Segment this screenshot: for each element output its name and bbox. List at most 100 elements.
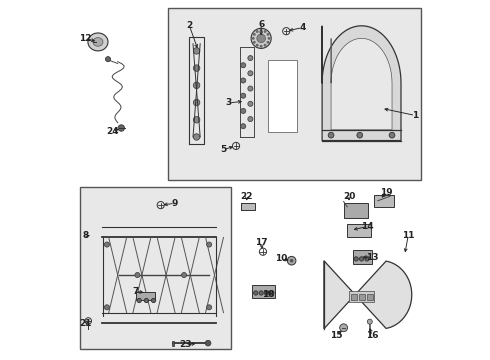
Text: 7: 7: [132, 287, 139, 296]
Polygon shape: [324, 261, 412, 329]
Circle shape: [151, 298, 156, 303]
Circle shape: [248, 86, 253, 91]
Text: 1: 1: [412, 111, 418, 120]
Polygon shape: [322, 26, 401, 140]
Circle shape: [241, 63, 245, 68]
Text: 24: 24: [106, 127, 119, 136]
Polygon shape: [88, 33, 108, 51]
Text: 16: 16: [366, 332, 379, 341]
Circle shape: [268, 37, 270, 40]
Text: 10: 10: [275, 255, 287, 264]
Text: 14: 14: [361, 222, 373, 231]
Circle shape: [252, 37, 255, 40]
Circle shape: [256, 30, 259, 33]
Text: 3: 3: [226, 98, 232, 107]
Circle shape: [205, 340, 211, 346]
Text: 5: 5: [220, 145, 226, 154]
Circle shape: [105, 57, 111, 62]
Text: 6: 6: [258, 19, 264, 28]
Bar: [347, 224, 370, 237]
Circle shape: [207, 242, 212, 247]
Bar: [242, 203, 255, 211]
Bar: [136, 292, 155, 300]
Text: 12: 12: [79, 34, 92, 43]
Circle shape: [207, 305, 212, 310]
Bar: [343, 203, 368, 218]
Circle shape: [368, 319, 372, 324]
Circle shape: [264, 44, 267, 46]
Polygon shape: [93, 38, 103, 46]
Text: 8: 8: [82, 231, 89, 240]
Circle shape: [241, 108, 245, 113]
Bar: [80, 187, 231, 348]
Circle shape: [194, 117, 200, 123]
Circle shape: [389, 132, 395, 138]
Circle shape: [104, 305, 109, 310]
Circle shape: [194, 82, 200, 89]
Circle shape: [264, 30, 267, 33]
Text: 2: 2: [186, 21, 193, 30]
Circle shape: [257, 34, 266, 42]
Circle shape: [328, 132, 334, 138]
Text: 18: 18: [262, 290, 274, 299]
Text: 17: 17: [255, 238, 268, 247]
Circle shape: [267, 41, 270, 44]
Circle shape: [241, 78, 245, 83]
Circle shape: [260, 29, 263, 32]
Circle shape: [118, 125, 124, 131]
Circle shape: [265, 291, 269, 295]
Circle shape: [287, 256, 296, 265]
Polygon shape: [331, 39, 392, 130]
Circle shape: [194, 48, 200, 54]
Circle shape: [194, 99, 200, 106]
Text: 13: 13: [366, 253, 379, 262]
Text: 4: 4: [299, 23, 306, 32]
Text: 23: 23: [179, 341, 192, 350]
Circle shape: [194, 65, 200, 71]
Circle shape: [270, 291, 274, 295]
Circle shape: [248, 117, 253, 122]
Bar: [172, 341, 173, 346]
Circle shape: [254, 291, 258, 295]
Circle shape: [181, 273, 187, 278]
Circle shape: [290, 259, 294, 262]
Circle shape: [259, 291, 263, 295]
Circle shape: [144, 298, 148, 303]
Bar: [353, 250, 372, 264]
Bar: [359, 294, 365, 301]
Circle shape: [253, 33, 256, 36]
Circle shape: [340, 324, 347, 332]
Circle shape: [248, 101, 253, 106]
Text: 11: 11: [402, 231, 415, 240]
Circle shape: [194, 134, 200, 140]
Circle shape: [354, 257, 358, 261]
Bar: [168, 8, 421, 180]
Text: 22: 22: [241, 192, 253, 201]
Circle shape: [135, 273, 140, 278]
Circle shape: [251, 28, 271, 48]
Text: 21: 21: [79, 319, 92, 328]
Circle shape: [104, 242, 109, 247]
Bar: [252, 285, 275, 298]
Circle shape: [241, 124, 245, 129]
Bar: [269, 60, 297, 132]
Bar: [374, 195, 394, 207]
Text: 20: 20: [343, 192, 355, 201]
Circle shape: [260, 45, 263, 48]
Bar: [367, 294, 373, 301]
Text: 19: 19: [380, 188, 393, 197]
Circle shape: [248, 55, 253, 60]
Circle shape: [137, 298, 141, 303]
Circle shape: [253, 41, 256, 44]
Circle shape: [365, 257, 369, 261]
Circle shape: [248, 71, 253, 76]
Circle shape: [256, 44, 259, 46]
Bar: [349, 291, 374, 302]
Circle shape: [267, 33, 270, 36]
Bar: [351, 294, 357, 301]
Text: 9: 9: [172, 199, 178, 208]
Circle shape: [359, 257, 364, 261]
Text: 15: 15: [330, 332, 343, 341]
Circle shape: [357, 132, 363, 138]
Circle shape: [241, 93, 245, 98]
